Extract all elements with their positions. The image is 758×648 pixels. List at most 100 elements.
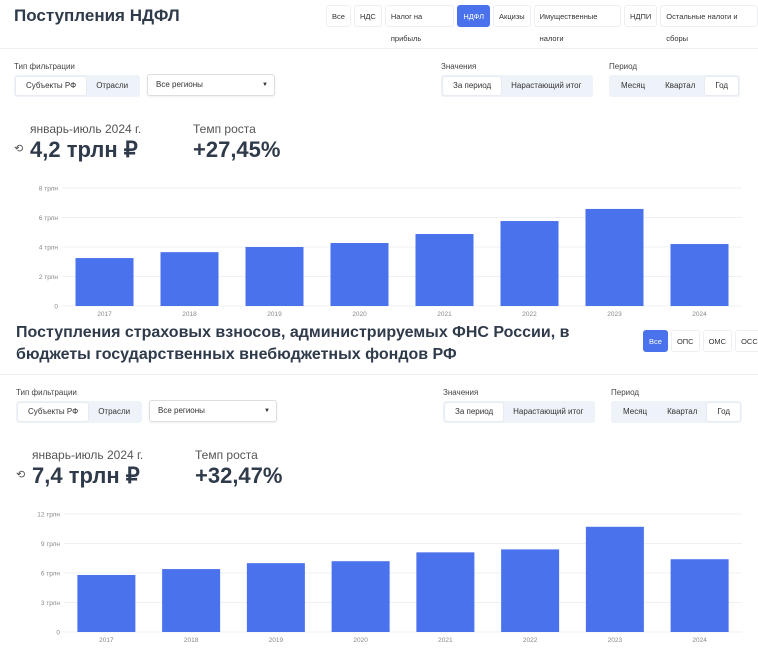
- y-tick-label: 3 трлн: [41, 600, 61, 607]
- region-value: Все регионы: [156, 80, 203, 89]
- x-tick-label: 2018: [184, 637, 199, 644]
- period-toggle: Месяц Квартал Год: [611, 401, 743, 423]
- x-tick-label: 2020: [352, 311, 367, 318]
- values-option[interactable]: Нарастающий итог: [511, 81, 582, 90]
- bar: [416, 552, 475, 632]
- tab-item[interactable]: ОМС: [702, 330, 733, 352]
- x-tick-label: 2017: [99, 637, 114, 644]
- growth-label: Темп роста: [195, 448, 258, 462]
- y-tick-label: 6 трлн: [39, 215, 59, 222]
- x-tick-label: 2019: [267, 311, 282, 318]
- y-tick-label: 12 трлн: [37, 512, 60, 519]
- divider: [0, 48, 758, 49]
- bar: [245, 247, 304, 306]
- bar: [585, 526, 644, 632]
- region-select[interactable]: Все регионы ▼: [147, 74, 275, 96]
- filter-option[interactable]: Отрасли: [96, 81, 129, 90]
- bar: [162, 569, 221, 632]
- bar: [585, 208, 644, 306]
- values-toggle: За период Нарастающий итог: [441, 75, 594, 97]
- period-label: Период: [609, 62, 638, 71]
- tax-tabs: Все НДС Налог на прибыль НДФЛ Акцизы Имуществ…: [326, 5, 758, 43]
- chart-ndfl: 0 2 трлн 4 трлн 6 трлн 8 трлн 2017 2018 2019 202…: [39, 186, 742, 318]
- bar: [501, 549, 560, 632]
- caret-down-icon: ▼: [264, 408, 270, 414]
- x-tick-label: 2024: [692, 637, 707, 644]
- y-tick-label: 9 трлн: [41, 541, 61, 548]
- filter-option[interactable]: Субъекты РФ: [16, 77, 87, 95]
- filter-type-toggle: Субъекты РФ Отрасли: [16, 401, 143, 423]
- tab-item[interactable]: Налог на прибыль: [384, 5, 455, 43]
- values-label: Значения: [441, 62, 477, 71]
- bar: [160, 252, 219, 306]
- filter-option[interactable]: Отрасли: [98, 407, 131, 416]
- period-option[interactable]: Месяц: [621, 81, 646, 90]
- divider: [0, 374, 758, 375]
- x-tick-label: 2018: [182, 311, 197, 318]
- x-tick-label: 2022: [522, 311, 537, 318]
- growth-label: Темп роста: [193, 122, 256, 136]
- x-tick-label: 2020: [353, 637, 368, 644]
- period-option[interactable]: Месяц: [623, 407, 648, 416]
- period-option[interactable]: Квартал: [667, 407, 698, 416]
- filter-label: Тип фильтрации: [14, 62, 75, 71]
- bar: [330, 243, 389, 306]
- bar: [75, 258, 134, 306]
- x-tick-label: 2023: [608, 637, 623, 644]
- period-option[interactable]: Квартал: [665, 81, 696, 90]
- tab-item[interactable]: ОСС: [735, 330, 758, 352]
- period-text: январь-июль 2024 г.: [32, 448, 144, 462]
- period-option[interactable]: Год: [707, 403, 741, 421]
- bar: [77, 574, 136, 632]
- tab-item[interactable]: Остальные налоги и сборы: [660, 5, 758, 43]
- y-tick-label: 0: [54, 304, 58, 311]
- x-tick-label: 2017: [97, 311, 112, 318]
- bar: [670, 559, 729, 632]
- tab-item[interactable]: Акцизы: [493, 5, 531, 27]
- filter-option[interactable]: Субъекты РФ: [18, 403, 89, 421]
- history-icon: ⟲: [14, 143, 24, 155]
- tab-item[interactable]: НДПИ: [624, 5, 658, 27]
- total-value: 4,2 трлн ₽: [30, 137, 138, 162]
- bar: [670, 244, 729, 306]
- total-value: 7,4 трлн ₽: [32, 463, 140, 488]
- tab-item[interactable]: НДС: [353, 5, 382, 27]
- tab-item[interactable]: Все: [643, 330, 668, 352]
- tab-item[interactable]: НДФЛ: [457, 5, 491, 27]
- x-tick-label: 2019: [269, 637, 284, 644]
- values-option[interactable]: За период: [445, 403, 504, 421]
- x-tick-label: 2023: [607, 311, 622, 318]
- period-label: Период: [611, 388, 640, 397]
- tab-item[interactable]: Имущественные налоги: [533, 5, 622, 43]
- values-label: Значения: [443, 388, 479, 397]
- period-option[interactable]: Год: [705, 77, 739, 95]
- period-text: январь-июль 2024 г.: [30, 122, 142, 136]
- period-toggle: Месяц Квартал Год: [609, 75, 741, 97]
- filter-type-toggle: Субъекты РФ Отрасли: [14, 75, 141, 97]
- filter-label: Тип фильтрации: [16, 388, 77, 397]
- tab-item[interactable]: Все: [326, 5, 351, 27]
- section-title: Поступления страховых взносов, администр…: [16, 324, 570, 363]
- tab-item[interactable]: ОПС: [670, 330, 700, 352]
- caret-down-icon: ▼: [262, 82, 268, 88]
- fund-tabs: Все ОПС ОМС ОСС: [643, 330, 758, 352]
- growth-value: +32,47%: [195, 463, 283, 488]
- values-toggle: За период Нарастающий итог: [443, 401, 596, 423]
- y-tick-label: 6 трлн: [41, 571, 61, 578]
- growth-value: +27,45%: [193, 137, 281, 162]
- values-option[interactable]: Нарастающий итог: [513, 407, 584, 416]
- y-tick-label: 4 трлн: [39, 245, 59, 252]
- bar: [246, 563, 305, 632]
- bar: [331, 561, 390, 632]
- region-value: Все регионы: [158, 406, 205, 415]
- region-select[interactable]: Все регионы ▼: [149, 400, 277, 422]
- x-tick-label: 2024: [692, 311, 707, 318]
- bar: [415, 234, 474, 306]
- x-tick-label: 2021: [438, 637, 453, 644]
- bar: [500, 221, 559, 306]
- chart-insurance: 0 3 трлн 6 трлн 9 трлн 12 трлн 2017 2018 2019 20…: [37, 512, 742, 644]
- y-tick-label: 8 трлн: [39, 186, 59, 193]
- history-icon: ⟲: [16, 469, 26, 481]
- x-tick-label: 2021: [437, 311, 452, 318]
- values-option[interactable]: За период: [443, 77, 502, 95]
